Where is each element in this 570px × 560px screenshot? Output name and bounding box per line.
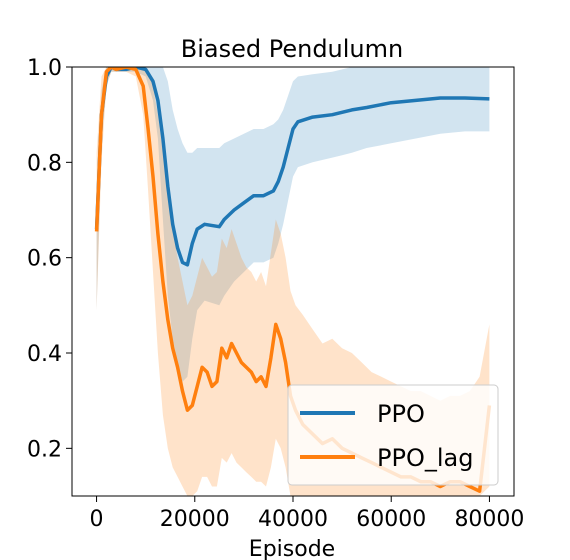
- y-tick-label: 0.2: [27, 437, 62, 462]
- band-ppo: [96, 67, 490, 382]
- y-tick-label: 0.6: [27, 247, 62, 272]
- x-axis-label: Episode: [249, 537, 335, 560]
- y-axis: 0.2 0.4 0.6 0.8 1.0: [27, 56, 72, 462]
- legend: PPO PPO_lag: [287, 384, 499, 486]
- y-tick-label: 1.0: [27, 56, 62, 81]
- legend-label-ppo: PPO: [377, 400, 425, 428]
- series-line-ppo: [94, 67, 490, 267]
- y-tick-label: 0.4: [27, 342, 62, 367]
- chart-title: Biased Pendulumn: [181, 35, 403, 63]
- x-tick-label: 40000: [258, 507, 328, 532]
- legend-label-ppo-lag: PPO_lag: [377, 444, 473, 472]
- x-tick-label: 0: [90, 507, 104, 532]
- y-tick-label: 0.8: [27, 151, 62, 176]
- x-tick-label: 20000: [160, 507, 230, 532]
- x-tick-label: 80000: [454, 507, 524, 532]
- x-tick-label: 60000: [356, 507, 426, 532]
- legend-box: [287, 384, 499, 486]
- x-axis: 0 20000 40000 60000 80000: [90, 496, 524, 532]
